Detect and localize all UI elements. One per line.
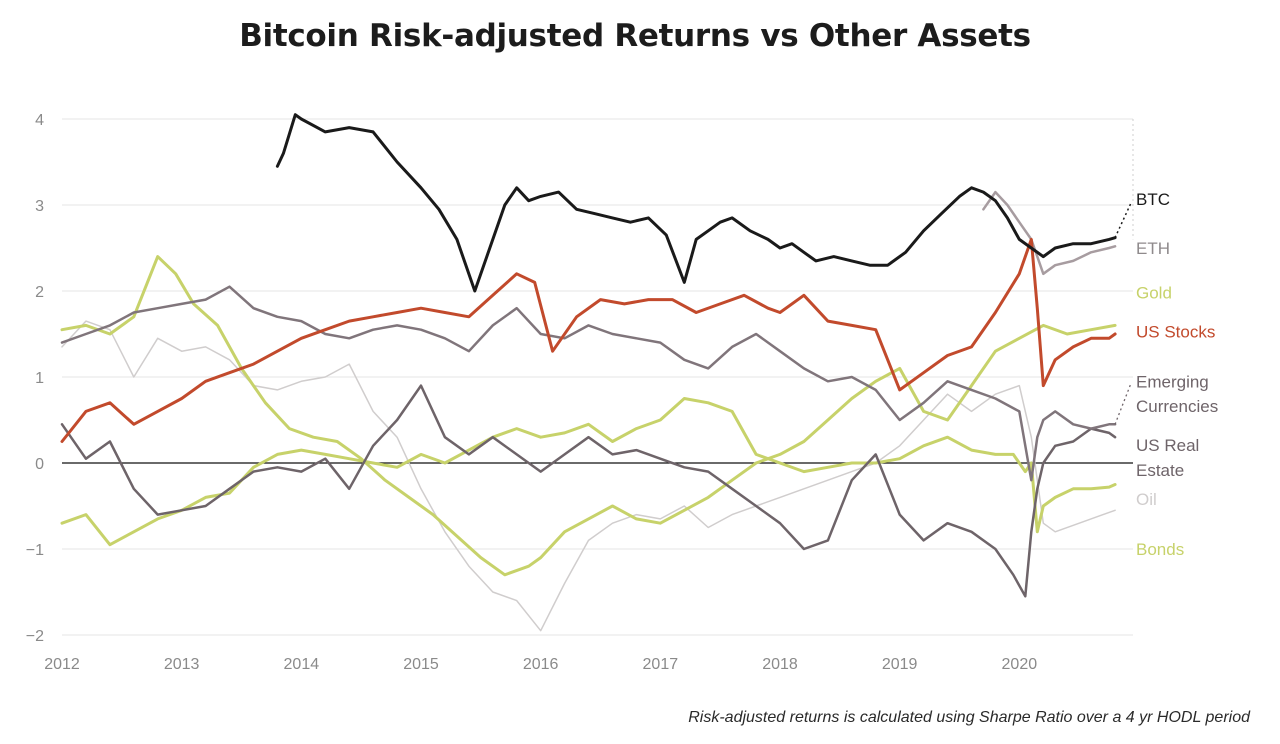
gridlines xyxy=(62,118,1134,636)
series-label: Emerging xyxy=(1136,372,1209,391)
series-label: Gold xyxy=(1136,284,1172,303)
footnote: Risk-adjusted returns is calculated usin… xyxy=(688,709,1250,726)
series-line-us-stocks xyxy=(60,237,1117,443)
series-line-bonds xyxy=(60,397,1117,547)
x-tick-label: 2012 xyxy=(44,656,80,673)
series-label: Bonds xyxy=(1136,540,1184,559)
series-label: US Stocks xyxy=(1136,322,1215,341)
y-tick-label: −2 xyxy=(26,628,44,645)
series-line-emerging-currencies xyxy=(60,285,1117,482)
series-label: Oil xyxy=(1136,490,1157,509)
series-line-us-real-estate xyxy=(60,384,1117,598)
series-lines xyxy=(60,113,1117,632)
x-tick-label: 2017 xyxy=(643,656,679,673)
series-label: US Real xyxy=(1136,436,1199,455)
y-tick-label: 4 xyxy=(35,112,44,129)
btc-leader xyxy=(1114,202,1132,238)
series-line-eth xyxy=(982,190,1117,276)
x-tick-label: 2018 xyxy=(762,656,798,673)
series-line-gold xyxy=(60,255,1117,577)
y-tick-label: 3 xyxy=(35,198,44,215)
series-line-btc xyxy=(275,113,1117,293)
series-label: Estate xyxy=(1136,461,1184,480)
y-tick-label: −1 xyxy=(26,542,44,559)
series-line-oil xyxy=(61,320,1116,632)
emerging-leader xyxy=(1114,383,1132,425)
x-tick-label: 2016 xyxy=(523,656,559,673)
y-tick-label: 0 xyxy=(35,456,44,473)
series-label: Currencies xyxy=(1136,397,1218,416)
x-tick-label: 2020 xyxy=(1002,656,1038,673)
x-tick-label: 2019 xyxy=(882,656,918,673)
x-tick-label: 2014 xyxy=(284,656,320,673)
series-label: ETH xyxy=(1136,239,1170,258)
x-tick-label: 2015 xyxy=(403,656,439,673)
series-label: BTC xyxy=(1136,190,1170,209)
series-labels: BTC ETH Gold US Stocks Emerging Currencies US … xyxy=(1114,190,1218,559)
y-tick-label: 2 xyxy=(35,284,44,301)
chart-title: Bitcoin Risk-adjusted Returns vs Other A… xyxy=(239,18,1031,54)
y-tick-label: 1 xyxy=(35,370,44,387)
x-tick-label: 2013 xyxy=(164,656,200,673)
